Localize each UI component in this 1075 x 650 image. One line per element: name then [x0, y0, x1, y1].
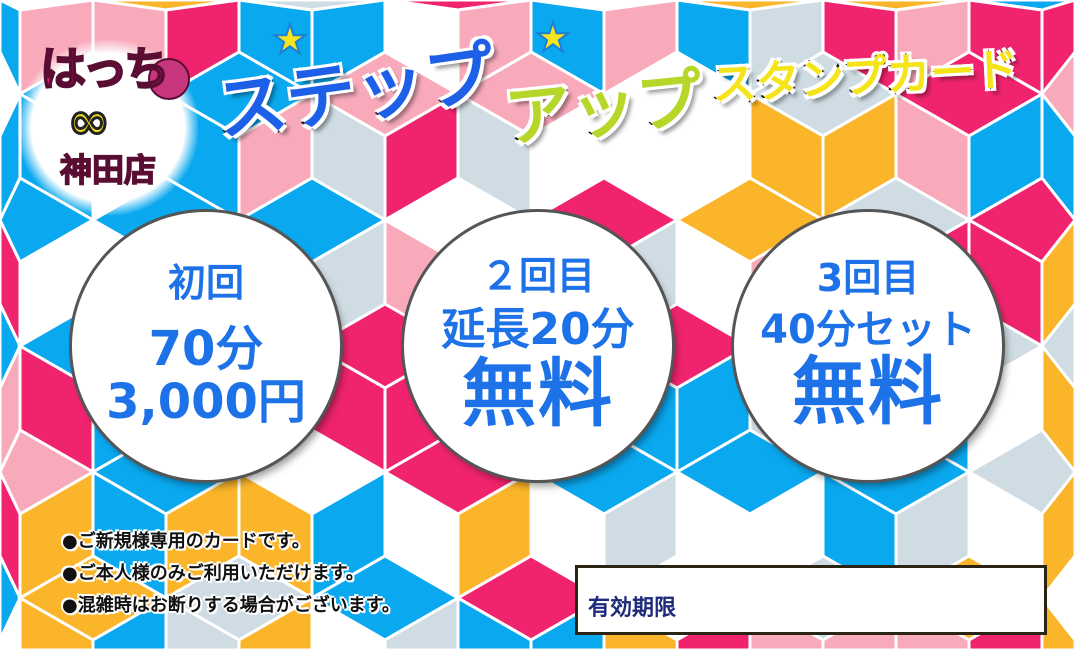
stamp-line2: 3,000円	[106, 373, 306, 430]
stamp-line2: 無料	[792, 349, 944, 436]
stamp-circle-2: ２回目 延長20分 無料	[404, 212, 672, 480]
cube-face	[0, 303, 22, 389]
stamp-circle-1: 初回 70分 3,000円	[72, 212, 340, 480]
note-item: ●ご新規様専用のカードです。	[62, 531, 310, 552]
stamp-label: 初回	[167, 261, 244, 306]
logo-name: はっち	[39, 42, 171, 96]
stamp-label: ２回目	[480, 254, 595, 299]
cube-face	[383, 595, 460, 650]
cube-face	[1040, 0, 1075, 99]
cube-face	[0, 555, 22, 641]
cube-face	[0, 51, 22, 137]
cube-face	[164, 595, 241, 650]
title-up: アップ	[500, 58, 708, 158]
logo-store-name: 神田店	[59, 151, 157, 189]
cube-face	[310, 595, 387, 650]
cube-face	[1040, 553, 1075, 643]
cube-face	[1040, 301, 1075, 391]
cube-face	[456, 595, 533, 650]
stamp-line1: 40分セット	[760, 307, 976, 354]
note-item: ●混雑時はお断りする場合がございます。	[62, 595, 400, 616]
logo-infinity: ∞	[67, 92, 112, 150]
star-icon: ★	[534, 15, 572, 61]
cube-face	[237, 595, 314, 650]
stamp-circle-3: 3回目 40分セット 無料	[734, 212, 1002, 480]
notes-list: ●ご新規様専用のカードです。 ●ご本人様のみご利用いただけます。 ●混雑時はお断…	[62, 526, 400, 622]
note-item: ●ご本人様のみご利用いただけます。	[62, 563, 364, 584]
stamp-line1: 延長20分	[441, 304, 635, 355]
stamp-line2: 無料	[462, 351, 614, 438]
cube-face	[91, 595, 168, 650]
star-icon: ★	[271, 17, 309, 63]
mascot-icon	[148, 58, 190, 100]
cube-face	[18, 595, 95, 650]
expiry-box: 有効期限	[575, 565, 1047, 635]
expiry-label: 有効期限	[588, 596, 677, 621]
store-logo: はっち ∞ 神田店	[18, 40, 198, 215]
stamp-line1: 70分	[148, 321, 264, 378]
cube-face	[0, 597, 22, 650]
stamp-label: 3回目	[816, 256, 920, 301]
cube-face	[1040, 49, 1075, 139]
